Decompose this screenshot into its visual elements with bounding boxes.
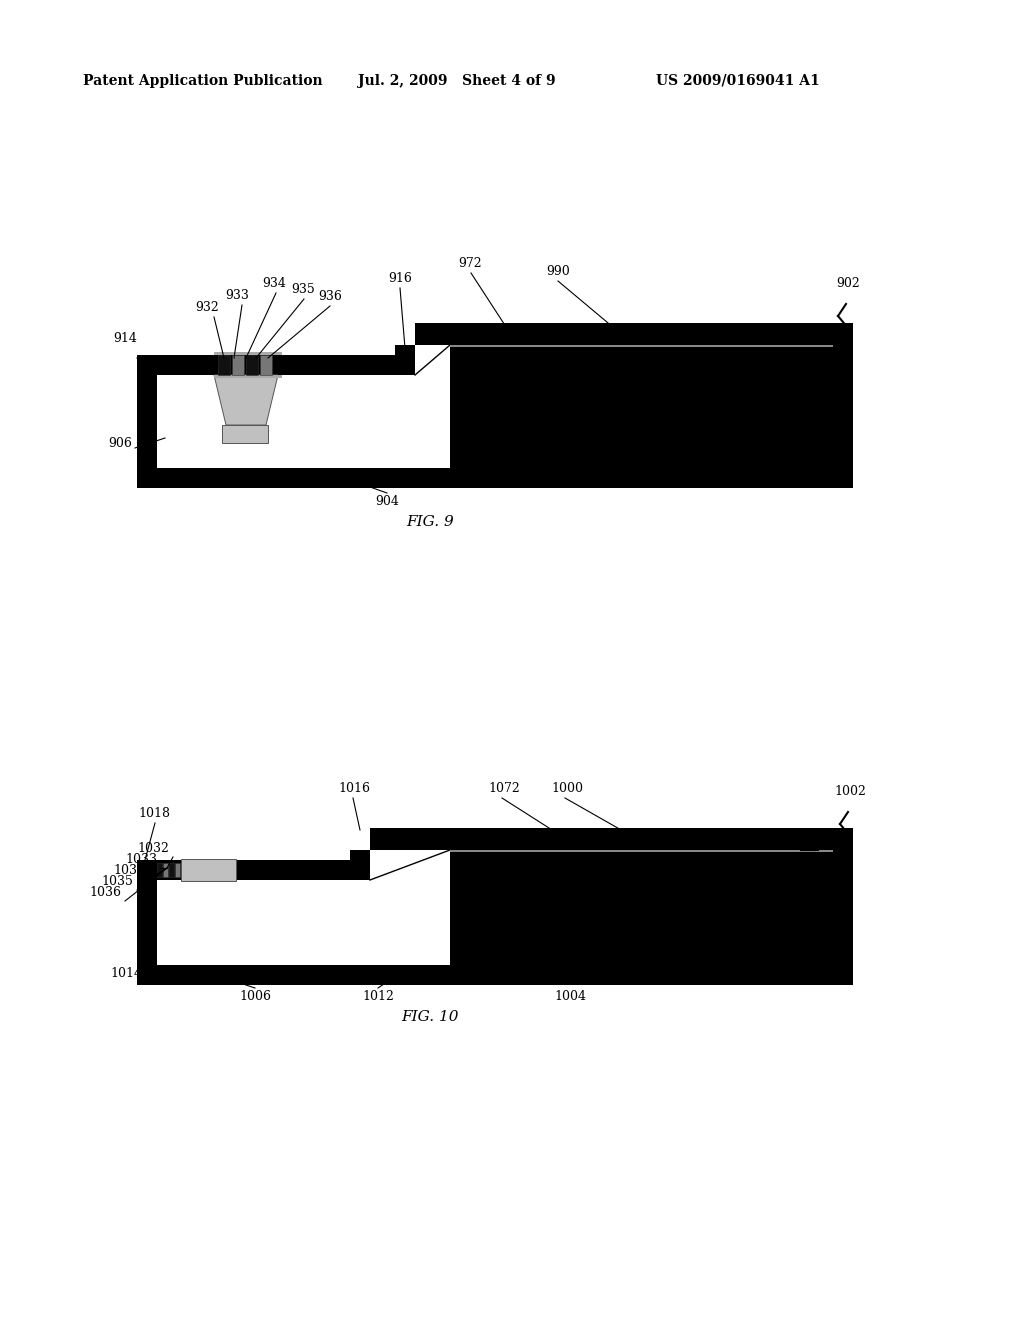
Bar: [137, 355, 157, 488]
Polygon shape: [214, 375, 278, 425]
Bar: [415, 345, 450, 375]
Text: 914: 914: [113, 333, 137, 345]
Bar: [222, 425, 268, 444]
Bar: [450, 850, 833, 965]
Text: Patent Application Publication: Patent Application Publication: [83, 74, 323, 88]
Bar: [163, 863, 168, 876]
Text: 1006: 1006: [239, 990, 271, 1003]
Text: 1002: 1002: [834, 785, 866, 799]
Text: 932: 932: [195, 301, 219, 314]
Bar: [218, 355, 230, 375]
Text: FIG. 9: FIG. 9: [407, 515, 454, 529]
Text: 990: 990: [546, 265, 569, 279]
Text: 1032: 1032: [137, 842, 169, 855]
Text: 904: 904: [375, 495, 399, 508]
Bar: [833, 828, 853, 985]
Text: 1034: 1034: [113, 865, 145, 876]
Text: Jul. 2, 2009   Sheet 4 of 9: Jul. 2, 2009 Sheet 4 of 9: [358, 74, 556, 88]
Text: 916: 916: [388, 272, 412, 285]
Text: 906: 906: [108, 437, 132, 450]
Bar: [232, 355, 244, 375]
Bar: [157, 880, 350, 965]
Text: 1000: 1000: [551, 781, 583, 795]
Bar: [214, 352, 282, 355]
Text: 1036: 1036: [89, 886, 121, 899]
Text: 1004: 1004: [554, 990, 586, 1003]
Bar: [137, 469, 853, 488]
Bar: [169, 863, 174, 876]
Bar: [181, 859, 236, 880]
Text: 1012: 1012: [362, 990, 394, 1003]
Text: 935: 935: [291, 282, 314, 296]
Text: 1035: 1035: [101, 875, 133, 888]
Bar: [157, 863, 162, 876]
Bar: [157, 375, 395, 469]
Bar: [137, 861, 350, 880]
Bar: [214, 375, 282, 378]
Text: 902: 902: [836, 277, 860, 290]
Text: US 2009/0169041 A1: US 2009/0169041 A1: [656, 74, 820, 88]
Bar: [415, 323, 833, 345]
Bar: [450, 850, 833, 851]
Text: 1033: 1033: [125, 853, 157, 866]
Text: 1014: 1014: [110, 968, 142, 979]
Bar: [450, 345, 833, 347]
Text: 1074: 1074: [820, 836, 852, 847]
Bar: [833, 323, 853, 488]
Bar: [350, 850, 370, 880]
Text: 1016: 1016: [338, 781, 370, 795]
Text: 1072: 1072: [488, 781, 520, 795]
Text: 974: 974: [820, 335, 844, 348]
Bar: [450, 345, 833, 469]
Bar: [137, 355, 395, 375]
Bar: [246, 355, 258, 375]
Bar: [260, 355, 272, 375]
Text: 933: 933: [225, 289, 249, 302]
Text: 1018: 1018: [138, 807, 170, 820]
Bar: [370, 828, 833, 850]
Bar: [137, 861, 157, 985]
Bar: [395, 345, 415, 375]
Bar: [175, 863, 180, 876]
Text: 936: 936: [318, 290, 342, 304]
Bar: [137, 965, 853, 985]
Bar: [370, 850, 450, 880]
Text: 972: 972: [458, 257, 481, 271]
Text: FIG. 10: FIG. 10: [401, 1010, 459, 1024]
Text: 934: 934: [262, 277, 286, 290]
